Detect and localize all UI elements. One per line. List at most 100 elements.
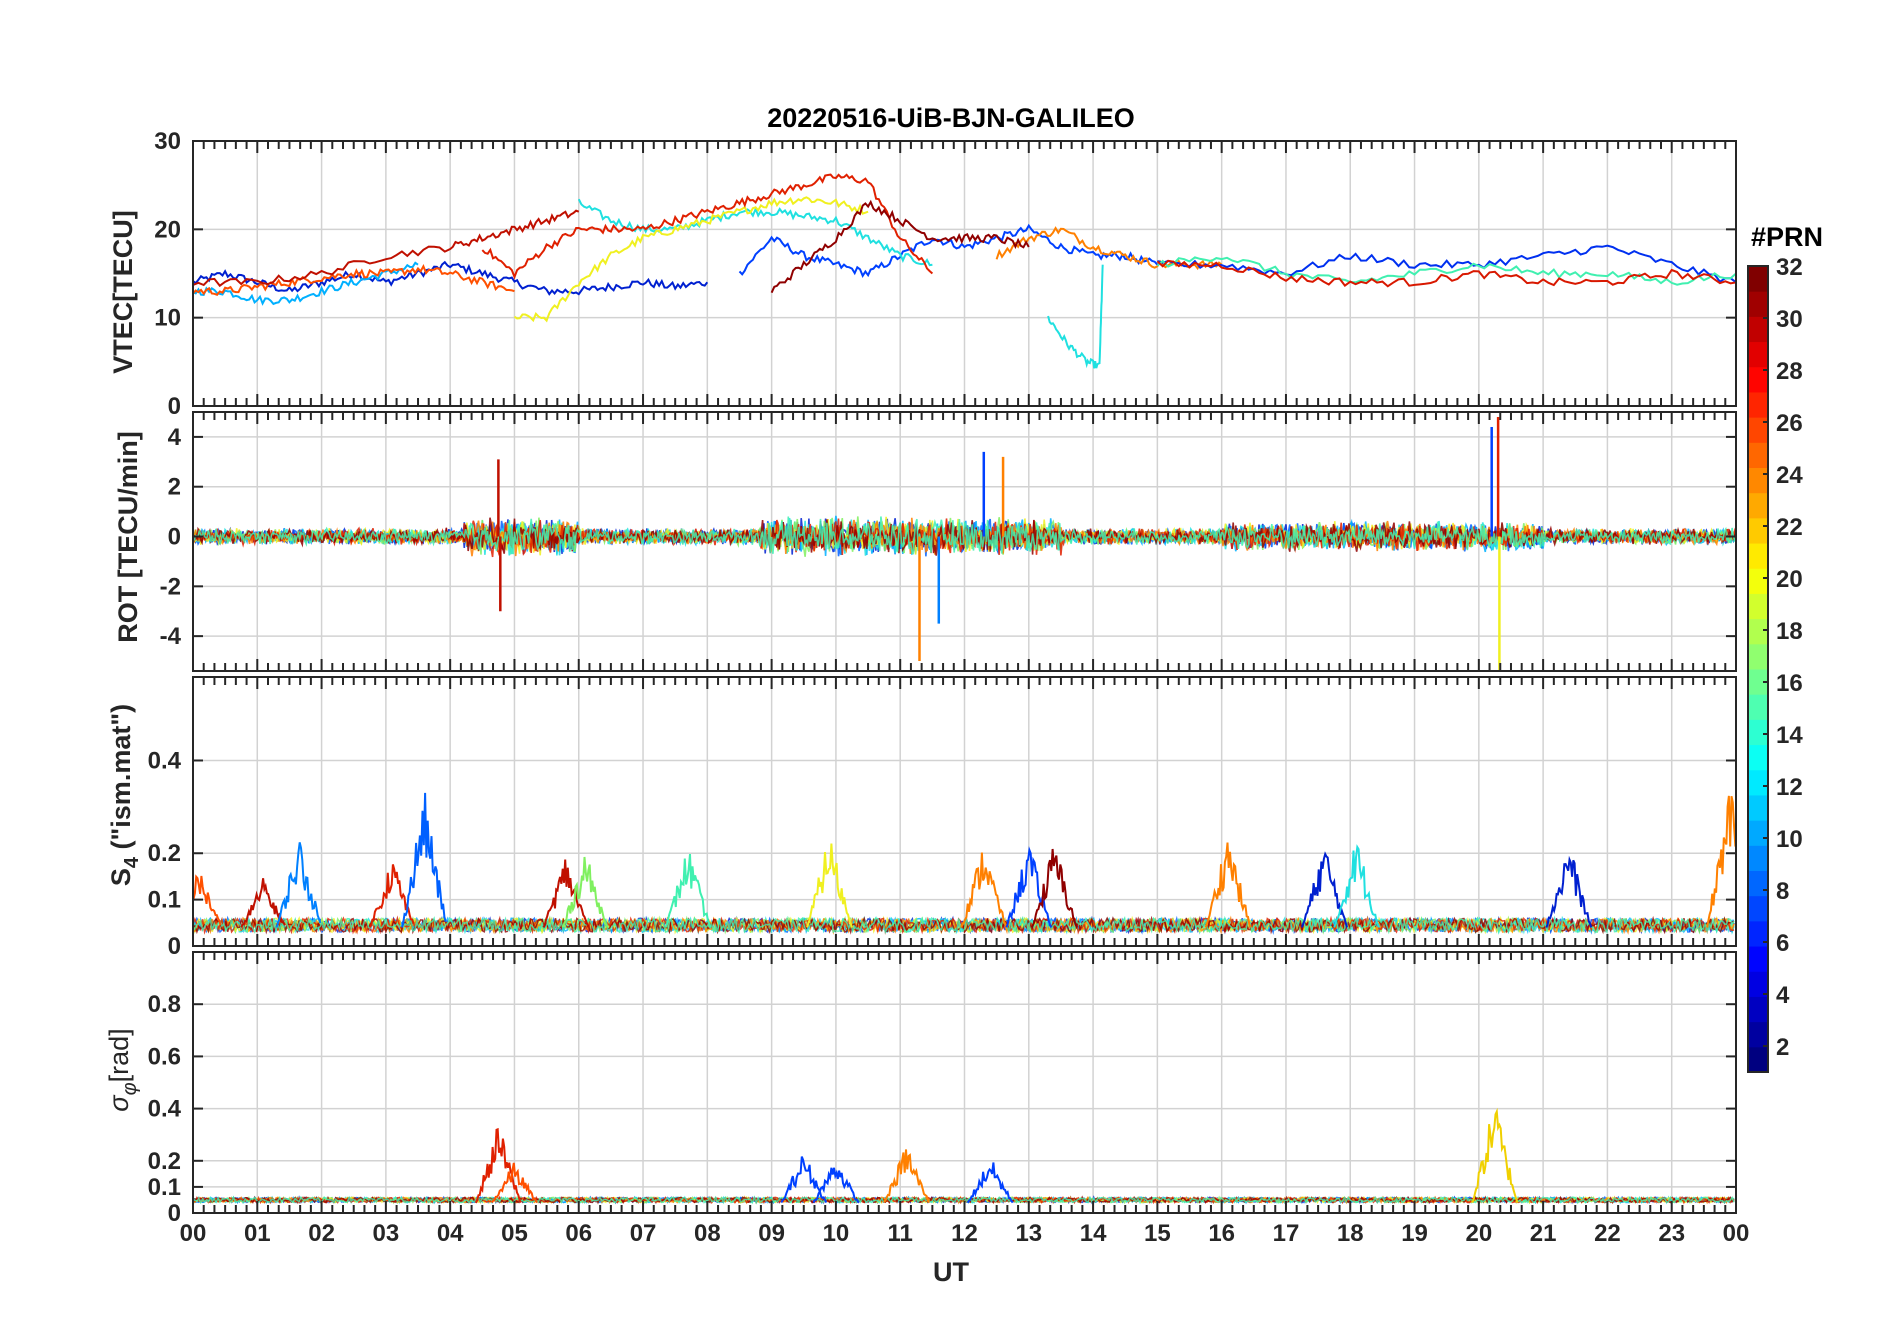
y-tick-label: 30 — [154, 128, 181, 155]
colorbar-segment — [1748, 694, 1768, 720]
colorbar-tick-label: 8 — [1776, 878, 1789, 905]
colorbar-tick-label: 12 — [1776, 774, 1803, 801]
colorbar-segment — [1748, 568, 1768, 594]
y-tick-label: 20 — [154, 216, 181, 243]
s4-label-rest: ("ism.mat") — [106, 704, 136, 857]
colorbar-segment — [1748, 618, 1768, 645]
y-tick-label: 0 — [168, 933, 181, 960]
colorbar-segment — [1748, 845, 1768, 871]
s4-peak — [193, 874, 222, 926]
s4-peak — [1005, 846, 1053, 928]
x-tick-label: 05 — [501, 1220, 528, 1247]
colorbar-segment — [1748, 946, 1768, 972]
plot-area-rot — [193, 416, 1736, 671]
colorbar-tick-label: 2 — [1776, 1034, 1789, 1061]
x-tick-label: 01 — [244, 1220, 271, 1247]
series-prn-14 — [1156, 256, 1736, 286]
y-tick-label: 0.2 — [148, 1148, 181, 1175]
x-ticks-vtec — [192, 141, 1737, 406]
colorbar-segment — [1748, 366, 1768, 393]
panels: 0102030-4-202400.10.20.400.10.20.40.60.8… — [148, 128, 1750, 1247]
series-prn-11 — [1047, 264, 1104, 369]
x-ticks-sigma — [192, 952, 1737, 1213]
sigma-peak — [812, 1167, 860, 1204]
y-tick-label: 10 — [154, 305, 181, 332]
x-tick-labels: 00 01 02 03 04 05 06 07 08 09 10 11 12 13 14 15 16 17 18 19… — [180, 1220, 1750, 1247]
y-tick-label: 0 — [168, 393, 181, 420]
colorbar-segment — [1748, 543, 1768, 569]
s4-peak — [542, 859, 590, 928]
chart-title: 20220516-UiB-BJN-GALILEO — [767, 103, 1135, 133]
y-axis-label-sigma: σφ[rad] — [104, 1028, 141, 1111]
sigma-peak — [780, 1156, 828, 1204]
series-prn-27 — [481, 173, 934, 280]
colorbar-tick-label: 6 — [1776, 930, 1789, 957]
y-axis-label-s4: S4 ("ism.mat") — [106, 704, 143, 886]
colorbar-segment — [1748, 442, 1768, 468]
colorbar-tick-label: 10 — [1776, 826, 1803, 853]
x-tick-label: 23 — [1658, 1220, 1685, 1247]
colorbar-tick-label: 14 — [1776, 722, 1803, 749]
y-tick-label: 0.4 — [148, 747, 182, 774]
colorbar-tick-label: 24 — [1776, 462, 1803, 489]
colorbar-segment — [1748, 870, 1768, 897]
s4-label-sub: 4 — [121, 856, 143, 868]
x-tick-label: 17 — [1273, 1220, 1300, 1247]
plot-area-vtec — [193, 173, 1736, 369]
series-prn-26 — [193, 263, 515, 296]
sigma-label-rest: [rad] — [104, 1028, 134, 1082]
y-tick-label: -2 — [160, 573, 181, 600]
x-tick-label: 18 — [1337, 1220, 1364, 1247]
colorbar-segment — [1748, 1046, 1768, 1073]
series-prn-9 — [193, 261, 419, 306]
colorbar-tick-label: 28 — [1776, 358, 1803, 385]
colorbar-tick-label: 32 — [1776, 254, 1803, 281]
colorbar-segment — [1748, 769, 1768, 796]
s4-peak — [1333, 844, 1381, 928]
y-tick-label: 0.2 — [148, 840, 181, 867]
sigma-label-main: σ — [104, 1094, 134, 1112]
y-tick-label: 0 — [168, 1200, 181, 1227]
s4-peak — [664, 854, 712, 928]
colorbar-segment — [1748, 996, 1768, 1023]
x-tick-label: 09 — [758, 1220, 785, 1247]
x-tick-label: 00 — [1723, 1220, 1750, 1247]
colorbar-segment — [1748, 517, 1768, 544]
series-prn-28 — [1156, 259, 1736, 288]
colorbar-segment — [1748, 895, 1768, 922]
colorbar-segment — [1748, 744, 1768, 771]
x-tick-label: 20 — [1465, 1220, 1492, 1247]
y-tick-label: 0.1 — [148, 1174, 181, 1201]
grid-sigma — [193, 952, 1736, 1213]
colorbar-segment — [1748, 492, 1768, 519]
s4-peak — [1545, 855, 1593, 928]
x-tick-label: 07 — [630, 1220, 657, 1247]
colorbar-segment — [1748, 341, 1768, 368]
colorbar-segment — [1748, 920, 1768, 947]
s4-peak — [561, 856, 609, 928]
y-tick-label: 0.6 — [148, 1043, 181, 1070]
series-prn-31 — [770, 199, 1030, 294]
colorbar-segment — [1748, 467, 1768, 494]
y-axis-label-rot: ROT [TECU/min] — [113, 431, 143, 642]
colorbar-tick-label: 22 — [1776, 514, 1803, 541]
colorbar-segment — [1748, 291, 1768, 317]
y-tick-label: 0.1 — [148, 887, 181, 914]
colorbar-title: #PRN — [1751, 222, 1823, 252]
y-tick-label: 4 — [168, 424, 182, 451]
x-tick-label: 21 — [1530, 1220, 1557, 1247]
x-axis-label: UT — [933, 1257, 969, 1287]
x-tick-label: 14 — [1080, 1220, 1107, 1247]
y-axis-label-vtec: VTEC[TECU] — [108, 210, 138, 374]
series-prn-29 — [193, 209, 580, 288]
x-tick-label: 15 — [1144, 1220, 1171, 1247]
panel-sigma: 00.10.2 0.4 0.6 0.8 — [148, 951, 1737, 1227]
x-tick-label: 16 — [1208, 1220, 1235, 1247]
plot-area-sigma — [193, 1107, 1735, 1205]
s4-peak — [1031, 848, 1078, 928]
x-ticks-s4 — [192, 677, 1737, 946]
colorbar-segment — [1748, 643, 1768, 670]
x-tick-label: 06 — [565, 1220, 592, 1247]
grid-s4 — [193, 677, 1736, 946]
